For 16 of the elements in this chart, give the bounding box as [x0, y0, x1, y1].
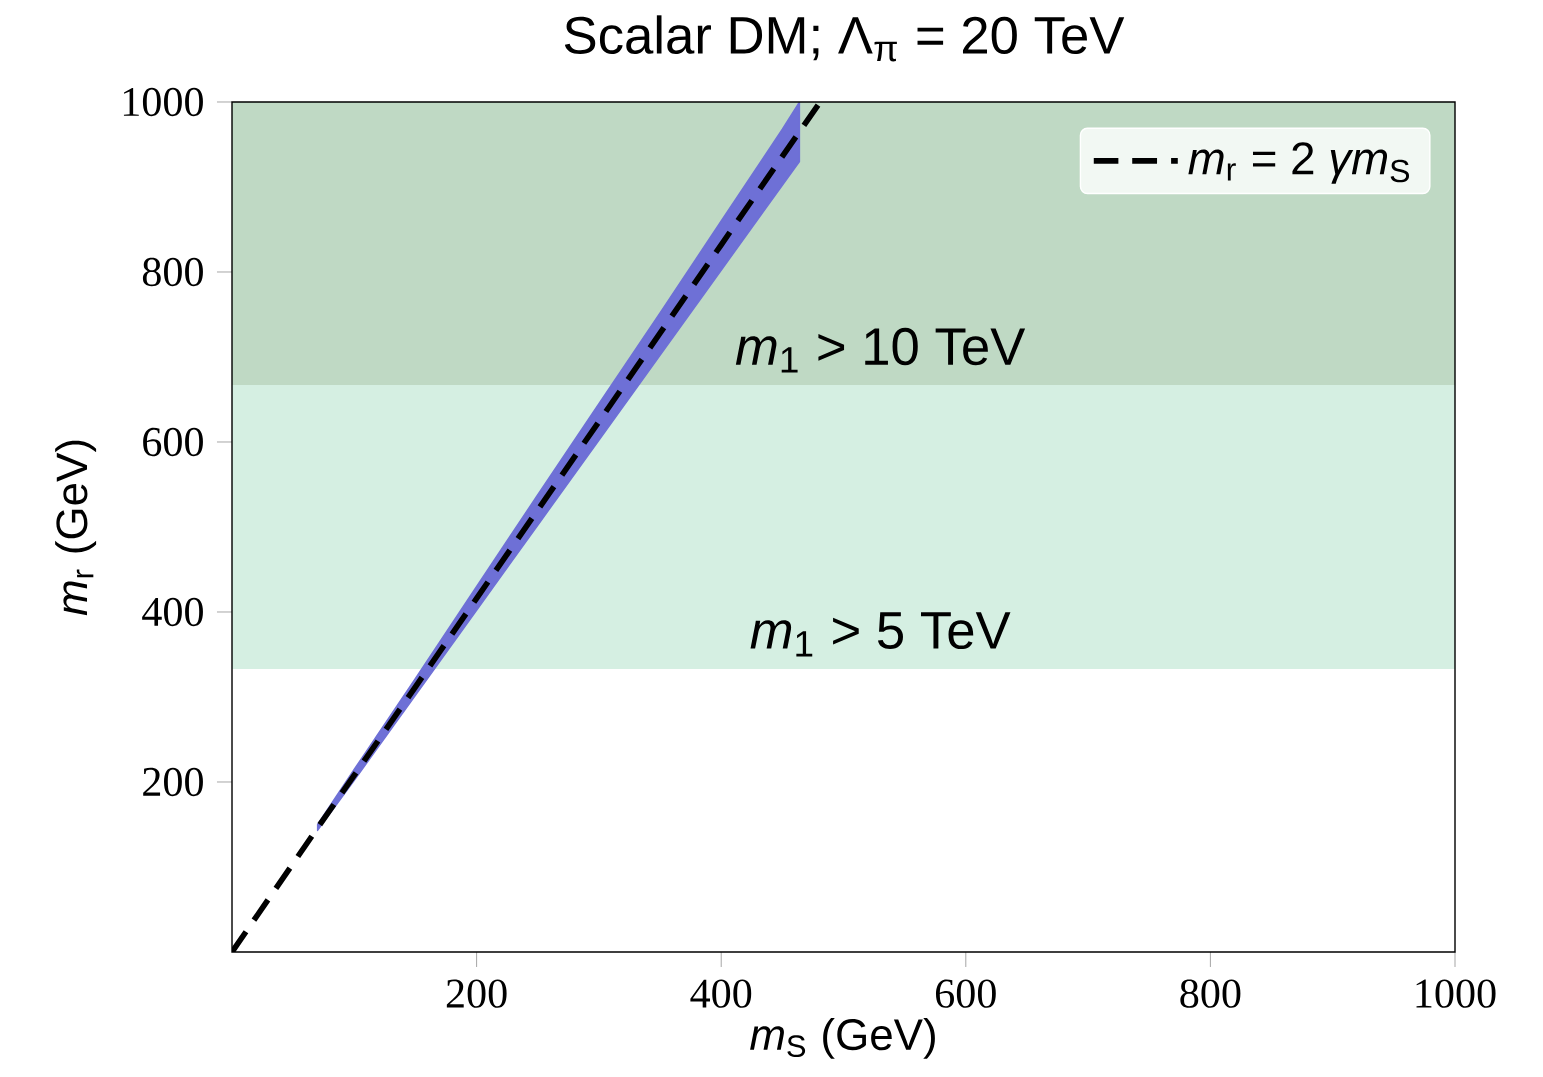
y-tick-label: 800	[142, 257, 203, 287]
x-tick-label: 400	[690, 979, 752, 1008]
x-tick-label: 200	[446, 979, 507, 1008]
y-tick-label: 400	[142, 597, 203, 627]
x-axis-title: m$_{S}$ (GeV)	[750, 1017, 935, 1059]
y-tick-label: 1000	[123, 87, 203, 117]
x-tick-label: 800	[1180, 979, 1241, 1008]
x-tick-label: 1000	[1416, 979, 1496, 1008]
band-label: m$_{1}$ > 5 TeV	[750, 612, 1011, 657]
y-tick-label: 600	[143, 427, 203, 457]
chart-title: Scalar DM; Λ$_{π}$ = 20 TeV	[564, 15, 1125, 62]
x-tick-label: 600	[935, 979, 996, 1008]
y-axis-title: m$_{r}$ (GeV)	[55, 440, 97, 616]
y-tick-label: 200	[143, 767, 203, 797]
legend-label: m$_{r}$ = 2 γm$_{S}$	[1188, 142, 1410, 184]
band-label: m$_{1}$ > 10 TeV	[735, 327, 1026, 373]
